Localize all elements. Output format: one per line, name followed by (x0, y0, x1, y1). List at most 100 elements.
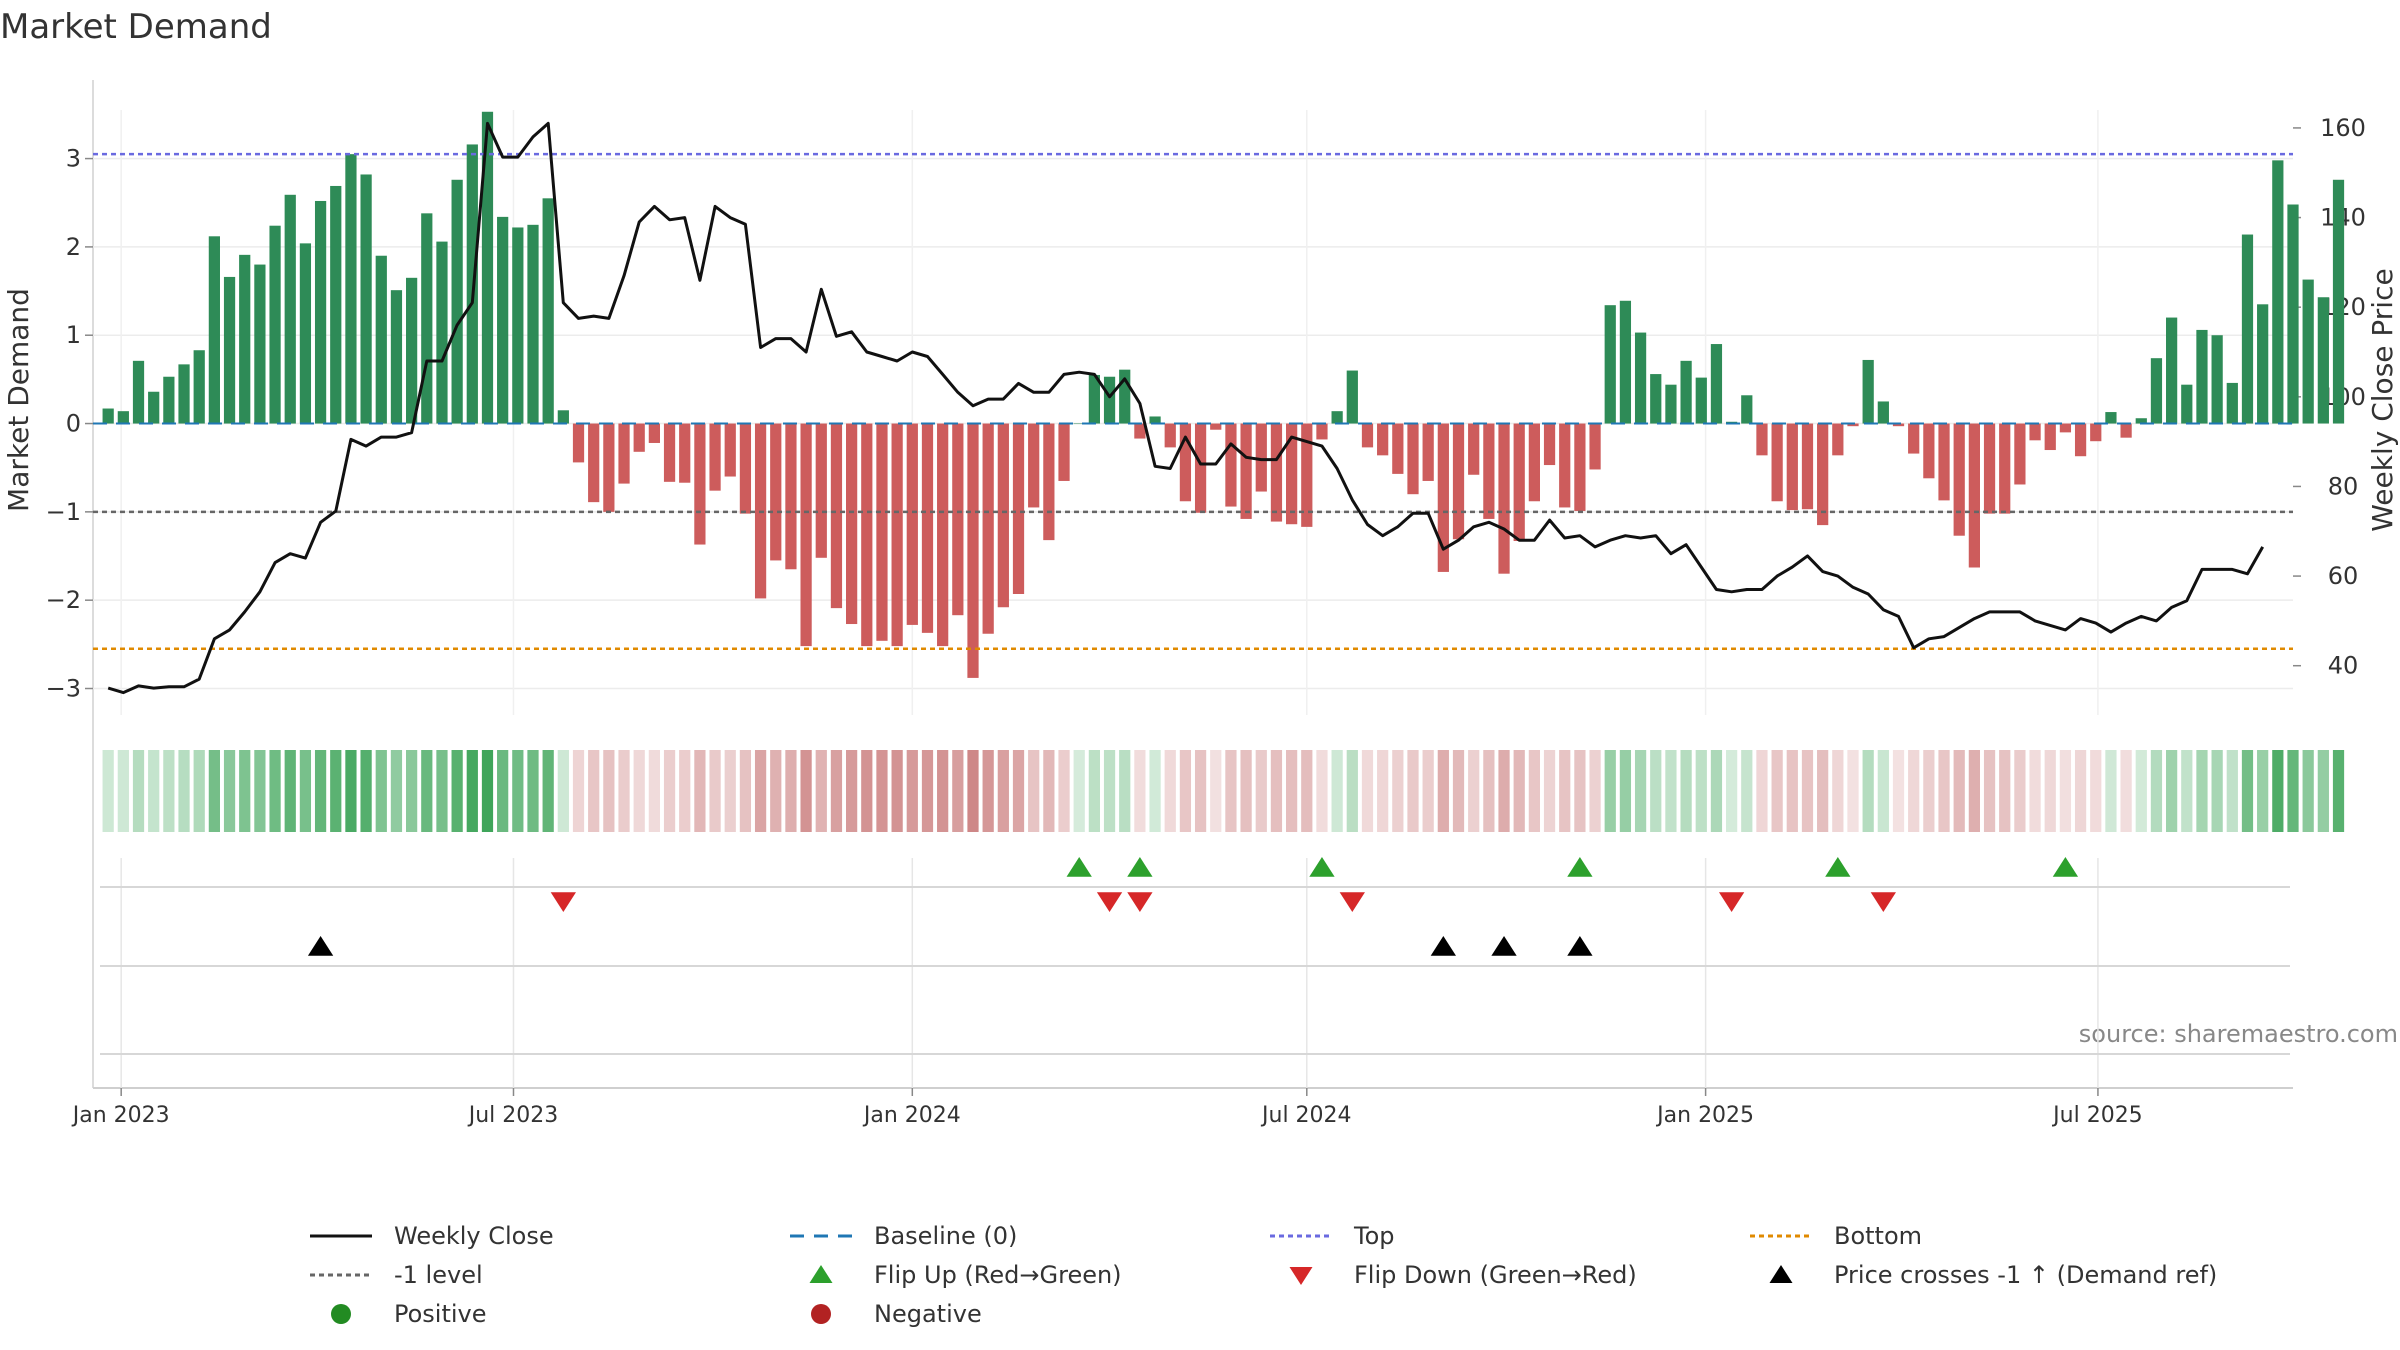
demand-bar-negative (1801, 423, 1814, 510)
strength-strip-cell (1331, 750, 1343, 832)
legend-item: Flip Up (Red→Green) (809, 1261, 1122, 1289)
strength-strip-cell (1028, 750, 1040, 832)
legend-label: -1 level (394, 1261, 483, 1289)
demand-bar-positive (466, 144, 478, 424)
demand-bar-positive (512, 227, 524, 424)
strength-strip-cell (2257, 750, 2269, 832)
strength-strip-cell (2090, 750, 2102, 832)
demand-bar-negative (861, 423, 873, 647)
demand-bar-positive (1741, 395, 1753, 424)
demand-bar-negative (1999, 423, 2011, 514)
strength-strip-cell (2287, 750, 2299, 832)
strength-strip-cell (2014, 750, 2026, 832)
demand-bar-positive (2332, 179, 2345, 424)
strength-strip-cell (1194, 750, 1207, 832)
strength-strip-cell (102, 750, 114, 832)
demand-bar-negative (1589, 423, 1601, 470)
strength-strip-cell (1680, 750, 1692, 832)
demand-bar-negative (2014, 423, 2026, 485)
x-tick-label: Jul 2023 (467, 1103, 559, 1128)
strength-strip-cell (1270, 750, 1283, 832)
strength-strip-cell (921, 750, 934, 832)
y-tick-label-left: −2 (46, 586, 81, 614)
legend-item: Negative (811, 1300, 982, 1328)
demand-bar-negative (1286, 423, 1298, 525)
strength-strip-cell (481, 750, 494, 832)
strength-strip-cell (132, 750, 145, 832)
strength-strip-cell (527, 750, 539, 832)
demand-bar-negative (1483, 423, 1495, 519)
strength-strip-cell (208, 750, 220, 832)
demand-bar-positive (117, 411, 129, 424)
demand-bar-positive (1650, 374, 1662, 424)
demand-bar-negative (1361, 423, 1374, 448)
strength-strip-cell (330, 750, 342, 832)
weekly-close-line (107, 121, 2265, 695)
strength-strip-cell (876, 750, 888, 832)
strength-strip-cell (2150, 750, 2163, 832)
strength-strip-cell (451, 750, 463, 832)
strength-strip-cell (421, 750, 433, 832)
demand-bar-negative (1953, 423, 1965, 536)
strength-strip-cell (2211, 750, 2223, 832)
flip-up-marker (2052, 857, 2079, 877)
demand-bar-negative (1574, 423, 1586, 511)
demand-bar-negative (603, 423, 615, 512)
demand-bar-negative (1194, 423, 1207, 513)
strength-strip-cell (846, 750, 858, 832)
strength-strip-cell (1422, 750, 1434, 832)
flip-up-marker (1127, 857, 1153, 877)
strength-strip-cell (1528, 750, 1540, 832)
demand-bar-negative (876, 423, 888, 641)
demand-bar-positive (2196, 329, 2208, 424)
demand-bar-negative (830, 423, 843, 609)
demand-bar-positive (360, 174, 372, 424)
strength-strip-cell (1210, 750, 1222, 832)
demand-bar-negative (679, 423, 691, 483)
demand-bar-positive (314, 200, 327, 424)
strength-strip-cell (193, 750, 205, 832)
legend-label: Negative (874, 1300, 982, 1328)
strength-strip-cell (360, 750, 372, 832)
flip-up-marker (1567, 857, 1593, 877)
y-tick-label-right: 80 (2328, 472, 2359, 500)
strength-strip-cell (603, 750, 615, 832)
demand-bar-negative (1559, 423, 1571, 508)
strength-strip-cell (997, 750, 1009, 832)
demand-bar-negative (1771, 423, 1783, 502)
flip-down-marker (1096, 892, 1123, 912)
legend-swatch-triangle-up (809, 1265, 833, 1283)
strength-strip-cell (1240, 750, 1252, 832)
demand-bar-positive (2150, 358, 2163, 424)
strength-strip-cell (2332, 750, 2345, 832)
strength-strip-cell (967, 750, 979, 832)
demand-bar-negative (1832, 423, 1844, 456)
strength-strip-cell (1953, 750, 1965, 832)
strength-strip-cell (1346, 750, 1358, 832)
x-tick-label: Jul 2024 (1260, 1103, 1352, 1128)
demand-bar-negative (1377, 423, 1389, 456)
demand-bar-positive (557, 410, 569, 424)
strength-strip-cell (1316, 750, 1328, 832)
demand-bar-positive (330, 185, 342, 424)
legend-swatch-circle (811, 1304, 831, 1324)
strength-strip-cell (2181, 750, 2193, 832)
strength-strip-cell (830, 750, 843, 832)
strength-strip-cell (754, 750, 767, 832)
strength-strip-cell (390, 750, 403, 832)
strength-strip-cell (800, 750, 812, 832)
demand-bar-negative (1301, 423, 1313, 527)
demand-bar-negative (937, 423, 949, 647)
demand-bar-positive (390, 290, 403, 424)
legend-item: Flip Down (Green→Red) (1289, 1261, 1637, 1289)
demand-bar-positive (1634, 332, 1647, 424)
strength-strip-cell (1498, 750, 1510, 832)
demand-bar-positive (2166, 317, 2178, 424)
strength-strip-cell (2302, 750, 2314, 832)
legend-label: Top (1353, 1222, 1395, 1250)
price-cross-marker (1567, 936, 1593, 956)
demand-bar-negative (1225, 423, 1237, 507)
y-axis-left-label: Market Demand (2, 288, 35, 512)
strength-strip-cell (512, 750, 524, 832)
demand-bar-positive (2272, 160, 2284, 424)
